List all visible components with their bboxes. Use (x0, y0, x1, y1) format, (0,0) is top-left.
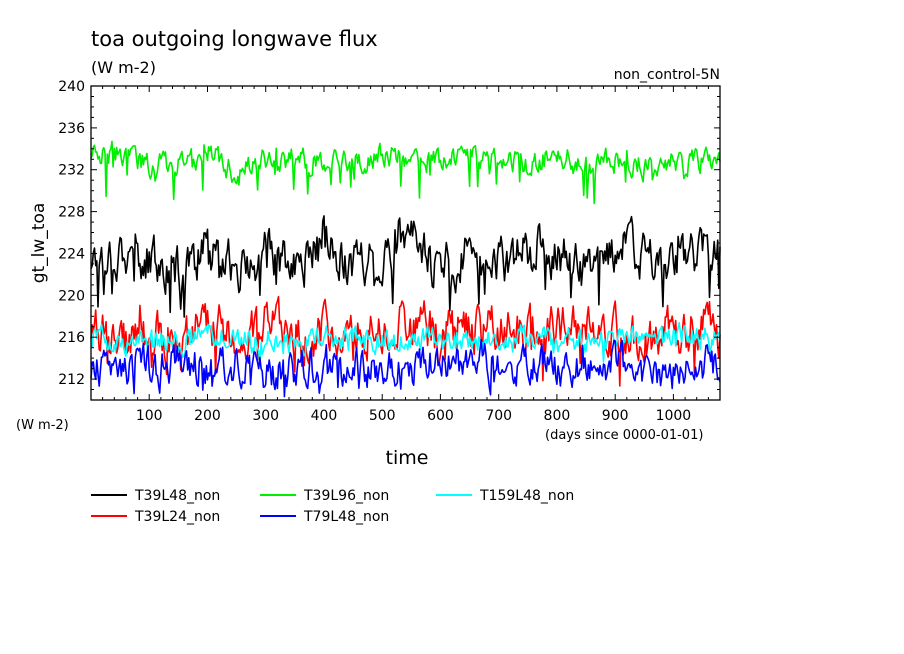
y-tick-label: 212 (58, 372, 85, 388)
x-axis-label: time (386, 447, 429, 469)
y-tick-label: 240 (58, 79, 85, 95)
y-axis-label: gt_lw_toa (29, 203, 49, 284)
axis-ticks: 100 200 300 400 500 600 700 800 900 1000 212 216 220… (58, 79, 721, 424)
series-line-t39l48-non (90, 215, 721, 318)
series-line-t79l48-non (90, 338, 721, 398)
y-tick-label: 220 (58, 288, 85, 304)
legend: T39L48_non T39L96_non T159L48_non T39L24_no… (91, 488, 574, 525)
run-label: non_control-5N (614, 67, 720, 83)
x-tick-label: 500 (369, 408, 396, 424)
legend-label: T39L48_non (134, 488, 220, 504)
x-tick-label: 300 (252, 408, 279, 424)
x-tick-label: 1000 (656, 408, 692, 424)
legend-label: T39L24_non (134, 509, 220, 525)
y-units-label: (W m-2) (16, 418, 69, 433)
y-tick-label: 228 (58, 205, 85, 221)
x-tick-label: 400 (311, 408, 338, 424)
x-units-label: (days since 0000-01-01) (545, 428, 703, 443)
legend-label: T79L48_non (303, 509, 389, 525)
y-tick-label: 224 (58, 246, 85, 262)
x-tick-label: 200 (194, 408, 221, 424)
x-tick-label: 600 (427, 408, 454, 424)
x-tick-label: 700 (485, 408, 512, 424)
plot-lines (90, 140, 721, 398)
series-line-t39l24-non (90, 295, 721, 387)
y-tick-label: 236 (58, 121, 85, 137)
series-line-t39l96-non (90, 140, 721, 205)
chart-subtitle: (W m-2) (91, 58, 156, 77)
y-tick-label: 216 (58, 330, 85, 346)
chart-title: toa outgoing longwave flux (91, 27, 378, 51)
x-tick-label: 900 (602, 408, 629, 424)
legend-label: T39L96_non (303, 488, 389, 504)
x-tick-label: 800 (544, 408, 571, 424)
x-tick-label: 100 (136, 408, 163, 424)
legend-label: T159L48_non (479, 488, 574, 504)
y-tick-label: 232 (58, 163, 85, 179)
